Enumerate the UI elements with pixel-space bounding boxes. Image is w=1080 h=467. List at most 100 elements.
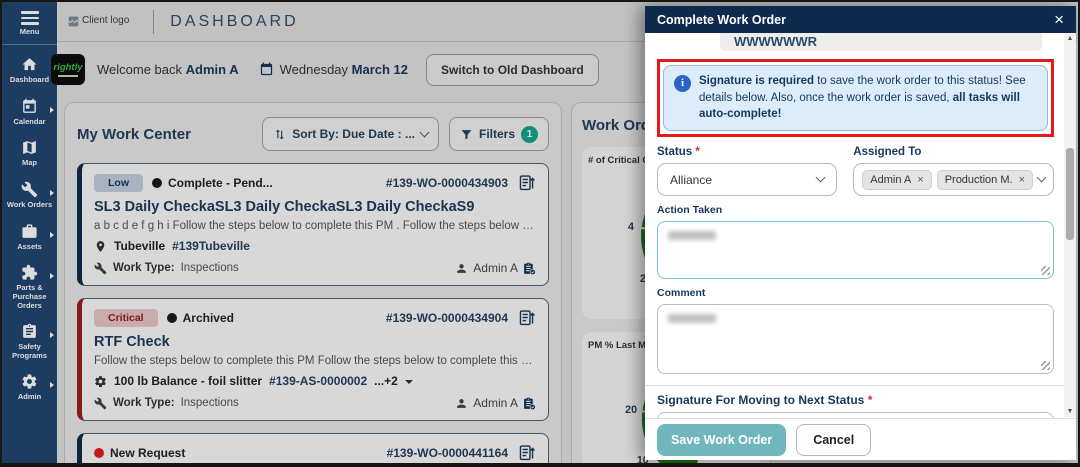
sidebar-item-calendar[interactable]: Calendar (2, 91, 57, 133)
chip-remove-icon[interactable]: × (917, 173, 924, 186)
sort-by-dropdown[interactable]: Sort By: Due Date : ... (262, 117, 439, 151)
modal-footer: Save Work Order Cancel (645, 418, 1076, 460)
sidebar-item-parts-purchase-orders[interactable]: Parts & Purchase Orders (2, 257, 57, 316)
gauge-tick: 4 (628, 221, 635, 233)
person-icon (457, 263, 467, 273)
status-value: Alliance (670, 172, 713, 187)
save-work-order-button[interactable]: Save Work Order (657, 423, 787, 456)
priority-badge: Low (94, 173, 143, 192)
chevron-right-icon (50, 273, 54, 280)
close-icon[interactable]: × (1054, 10, 1064, 29)
status-text: Complete - Pend... (168, 175, 273, 190)
funnel-icon (461, 129, 472, 139)
sidebar-item-safety-programs[interactable]: Safety Programs (2, 316, 57, 366)
sidebar-item-label: Calendar (13, 116, 46, 126)
clipboard-check-icon[interactable] (523, 397, 536, 410)
sidebar-item-admin[interactable]: Admin (2, 366, 57, 408)
wrench-icon (21, 181, 38, 198)
sidebar-item-label: Dashboard (9, 75, 50, 85)
welcome-greeting: Welcome back (97, 62, 183, 77)
work-type-label: Work Type: (113, 397, 175, 409)
sidebar-item-menu[interactable]: Menu (2, 2, 57, 46)
scroll-up-icon[interactable]: ▲ (1066, 35, 1074, 42)
status-dot (166, 312, 177, 323)
sidebar-item-label: Safety Programs (11, 342, 47, 360)
assigned-to-select[interactable]: Admin A × Production M. × (853, 163, 1054, 197)
welcome-row: rightly Welcome back Admin A Wednesday M… (51, 42, 1078, 97)
chevron-down-icon (1036, 172, 1047, 183)
rightly-logo: rightly (51, 54, 85, 85)
gauge-tick: 20 (625, 404, 637, 416)
required-asterisk: * (695, 146, 700, 159)
signature-label: Signature For Moving to Next Status (657, 393, 865, 408)
work-order-title: SL3 Daily CheckaSL3 Daily CheckaSL3 Dail… (94, 199, 475, 215)
page-title: DASHBOARD (170, 12, 299, 30)
alert-text: Signature is required to save the work o… (699, 73, 1035, 123)
home-icon (22, 58, 37, 71)
work-order-card[interactable]: New Request #139-WO-0000441164 Daily Sli… (77, 433, 549, 463)
required-asterisk: * (867, 393, 873, 408)
divider (645, 385, 1076, 387)
chip-remove-icon[interactable]: × (1018, 173, 1025, 186)
assignee: Admin A (455, 261, 536, 275)
work-center-header: My Work Center Sort By: Due Date : ... F… (77, 117, 549, 151)
priority-badge: Critical (94, 308, 158, 327)
action-taken-field: Action Taken (657, 204, 1054, 280)
status-field: Status * Alliance (657, 146, 838, 197)
client-logo: Client logo (67, 15, 129, 28)
gauge-tick: 2 (640, 273, 646, 285)
work-order-number: #139-WO-0000434904 (385, 310, 508, 325)
sidebar-item-map[interactable]: Map (2, 132, 57, 174)
resize-handle[interactable] (1041, 361, 1050, 371)
filters-button[interactable]: Filters 1 (448, 117, 549, 151)
resize-handle[interactable] (1041, 266, 1050, 276)
comment-textarea[interactable] (657, 304, 1054, 375)
location-pin-icon (96, 240, 105, 252)
alert-text-1: to save the work order to this status! S… (699, 75, 1026, 104)
alert-bold-1: Signature is required (699, 75, 815, 87)
divider (153, 9, 155, 34)
assigned-to-label: Assigned To (853, 146, 922, 159)
map-icon (23, 141, 36, 155)
modal-body: WWWWWWR i Signature is required to save … (645, 33, 1076, 418)
calendar-icon (260, 62, 272, 76)
work-order-doc-icon[interactable] (517, 443, 536, 462)
filters-count-badge: 1 (521, 125, 538, 143)
chevron-right-icon (50, 231, 54, 238)
briefcase-icon (22, 224, 37, 238)
asset-more[interactable]: ...+2 (374, 374, 398, 388)
work-order-card[interactable]: Critical Archived #139-WO-0000434904 RTF… (77, 298, 549, 421)
chevron-down-icon (815, 172, 826, 183)
modal-title: Complete Work Order (657, 12, 786, 27)
modal-header: Complete Work Order × (645, 6, 1076, 33)
assignee-chip: Production M. × (936, 169, 1033, 190)
rightly-logo-text: rightly (53, 62, 83, 74)
wrench-icon (94, 397, 107, 409)
switch-to-old-dashboard-button[interactable]: Switch to Old Dashboard (426, 53, 599, 86)
scrollbar-thumb[interactable] (1066, 148, 1074, 241)
welcome-user: Admin A (185, 62, 239, 77)
sidebar-item-assets[interactable]: Assets (2, 216, 57, 258)
scroll-down-icon[interactable]: ▼ (1066, 408, 1074, 415)
clipboard-check-icon[interactable] (523, 262, 536, 275)
my-work-center-panel: My Work Center Sort By: Due Date : ... F… (64, 102, 562, 463)
sidebar-item-work-orders[interactable]: Work Orders (2, 174, 57, 216)
work-order-doc-icon[interactable] (517, 173, 536, 192)
alert-bold-2: all tasks will auto-complete! (699, 91, 1020, 121)
asset-gear-icon (95, 375, 106, 387)
status-select[interactable]: Alliance (657, 163, 838, 197)
sidebar-item-label: Admin (17, 392, 42, 402)
work-order-doc-icon[interactable] (517, 308, 536, 327)
cancel-button[interactable]: Cancel (796, 423, 872, 456)
sidebar-item-dashboard[interactable]: Dashboard (2, 49, 57, 91)
assignee-name: Admin A (473, 261, 518, 275)
signature-input[interactable] (657, 412, 1054, 418)
work-type-value: Inspections (180, 262, 239, 274)
complete-work-order-modal: Complete Work Order × WWWWWWR i Signatur… (645, 6, 1076, 460)
modal-scrollbar[interactable]: ▲ ▼ (1064, 33, 1076, 417)
action-taken-textarea[interactable] (657, 221, 1054, 280)
caret-down-icon[interactable] (404, 380, 413, 384)
comment-label: Comment (657, 287, 706, 300)
comment-field: Comment (657, 287, 1054, 375)
work-order-card[interactable]: Low Complete - Pend... #139-WO-000043490… (77, 163, 549, 286)
